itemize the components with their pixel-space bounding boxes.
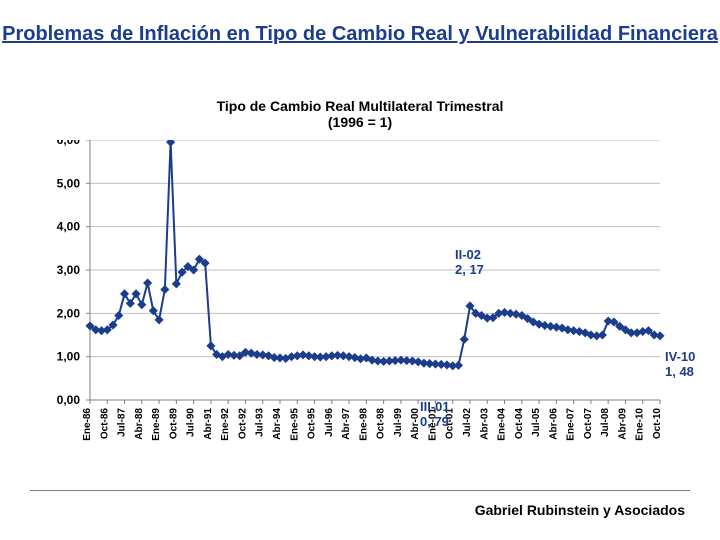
svg-text:5,00: 5,00 <box>57 176 81 190</box>
svg-text:Ene-10: Ene-10 <box>635 408 646 441</box>
annotation-value: 1, 48 <box>665 364 694 379</box>
svg-text:Jul-93: Jul-93 <box>255 408 266 437</box>
annotation-iii-01: III-01 0, 79 <box>420 400 450 430</box>
svg-text:Oct-07: Oct-07 <box>583 408 594 440</box>
svg-text:Jul-02: Jul-02 <box>462 408 473 437</box>
footer-text: Gabriel Rubinstein y Asociados <box>475 502 685 518</box>
chart-area: 0,00 1,00 2,00 3,00 4,00 5,00 6,00 Ene-86 Oct-86… <box>40 140 680 470</box>
svg-text:3,00: 3,00 <box>57 263 81 277</box>
svg-text:Ene-07: Ene-07 <box>566 408 577 441</box>
annotation-value: 2, 17 <box>455 262 484 277</box>
slide-title: Problemas de Inflación en Tipo de Cambio… <box>0 22 720 47</box>
svg-text:Oct-92: Oct-92 <box>237 408 248 440</box>
svg-text:Ene-98: Ene-98 <box>358 408 369 441</box>
svg-text:Ene-89: Ene-89 <box>151 408 162 441</box>
svg-text:Jul-05: Jul-05 <box>531 408 542 437</box>
svg-text:Jul-08: Jul-08 <box>600 408 611 437</box>
svg-text:4,00: 4,00 <box>57 220 81 234</box>
chart-title-line1: Tipo de Cambio Real Multilateral Trimest… <box>217 98 504 114</box>
annotation-iv-10: IV-10 1, 48 <box>665 350 695 380</box>
chart-title: Tipo de Cambio Real Multilateral Trimest… <box>40 98 680 130</box>
svg-text:Jul-90: Jul-90 <box>186 408 197 437</box>
svg-text:6,00: 6,00 <box>57 140 81 147</box>
svg-text:0,00: 0,00 <box>57 393 81 407</box>
svg-text:Oct-95: Oct-95 <box>307 408 318 440</box>
annotation-label: III-01 <box>420 399 450 414</box>
svg-text:Jul-96: Jul-96 <box>324 408 335 437</box>
svg-text:Abr-94: Abr-94 <box>272 408 283 440</box>
annotation-label: II-02 <box>455 247 481 262</box>
svg-text:Ene-86: Ene-86 <box>82 408 93 441</box>
svg-text:Oct-86: Oct-86 <box>99 408 110 440</box>
line-chart-svg: 0,00 1,00 2,00 3,00 4,00 5,00 6,00 Ene-86 Oct-86… <box>40 140 680 470</box>
svg-text:Ene-95: Ene-95 <box>289 408 300 441</box>
svg-text:Abr-03: Abr-03 <box>479 408 490 440</box>
annotation-label: IV-10 <box>665 349 695 364</box>
svg-text:Jul-87: Jul-87 <box>117 408 128 437</box>
svg-text:1,00: 1,00 <box>57 350 81 364</box>
svg-text:Oct-98: Oct-98 <box>376 408 387 440</box>
svg-text:Ene-04: Ene-04 <box>497 408 508 441</box>
svg-text:Abr-91: Abr-91 <box>203 408 214 440</box>
svg-text:Ene-92: Ene-92 <box>220 408 231 441</box>
svg-text:Abr-06: Abr-06 <box>548 408 559 440</box>
svg-text:Jul-99: Jul-99 <box>393 408 404 437</box>
svg-text:Abr-09: Abr-09 <box>617 408 628 440</box>
chart-title-line2: (1996 = 1) <box>328 114 392 130</box>
svg-text:2,00: 2,00 <box>57 306 81 320</box>
svg-text:Oct-04: Oct-04 <box>514 408 525 440</box>
annotation-ii-02: II-02 2, 17 <box>455 248 484 278</box>
svg-text:Oct-89: Oct-89 <box>168 408 179 440</box>
annotation-value: 0, 79 <box>420 414 449 429</box>
footer-divider <box>30 490 690 491</box>
svg-text:Abr-97: Abr-97 <box>341 408 352 440</box>
svg-text:Oct-10: Oct-10 <box>652 408 663 440</box>
slide: { "slide": { "title": "Problemas de Infl… <box>0 0 720 540</box>
svg-text:Abr-88: Abr-88 <box>134 408 145 440</box>
